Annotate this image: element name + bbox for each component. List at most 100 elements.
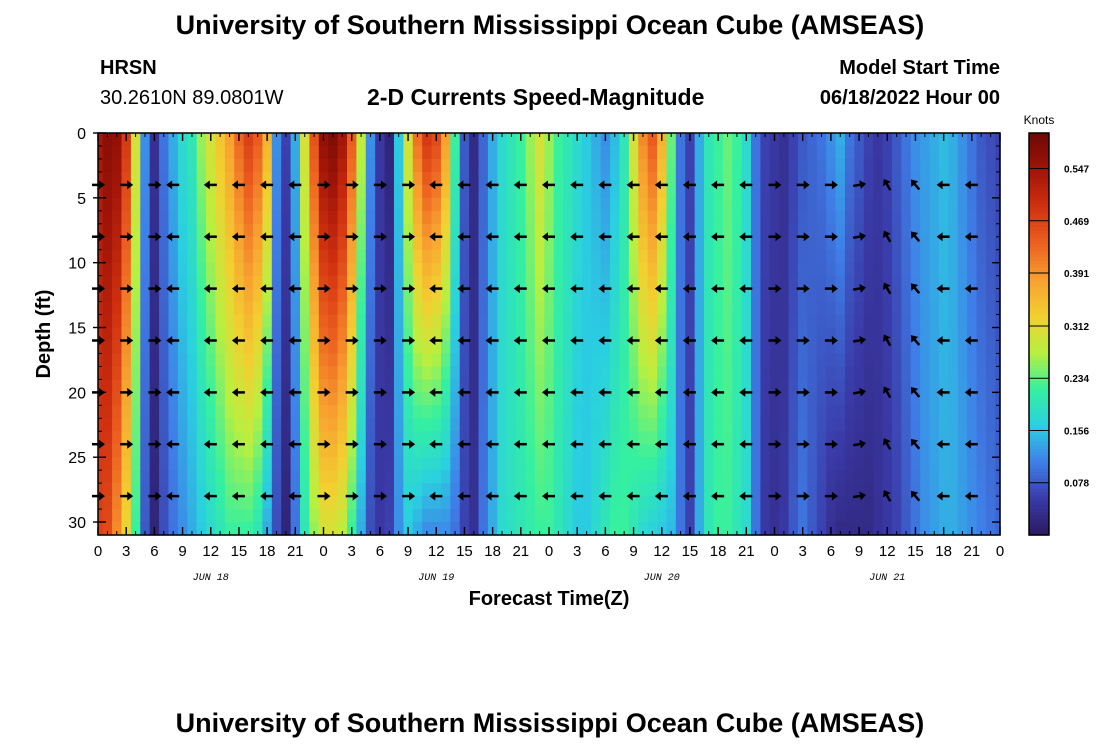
heatmap-cell [628, 249, 639, 264]
heatmap-cell [375, 236, 386, 251]
current-arrow-head [803, 387, 810, 397]
heatmap-cell [816, 496, 827, 510]
heatmap-cell [534, 145, 545, 160]
heatmap-cell [159, 236, 170, 251]
heatmap-cell [844, 184, 855, 199]
heatmap-cell [563, 366, 574, 380]
heatmap-cell [929, 197, 940, 212]
heatmap-cell [469, 483, 480, 497]
heatmap-cell [271, 184, 282, 199]
heatmap-cell [985, 210, 996, 225]
heatmap-cell [469, 509, 480, 523]
heatmap-cell [666, 483, 677, 497]
colorbar-segment [1029, 136, 1049, 141]
current-arrow [910, 283, 921, 294]
heatmap-cell [384, 366, 395, 380]
colorbar-segment [1029, 377, 1049, 382]
heatmap-cell [732, 249, 743, 264]
current-arrow [936, 336, 950, 345]
heatmap-cell [393, 223, 404, 238]
heatmap-cell [309, 405, 320, 419]
heatmap-cell [234, 327, 245, 342]
heatmap-cell [393, 379, 404, 393]
heatmap-cell [628, 210, 639, 225]
heatmap-cell [271, 379, 282, 393]
heatmap-cell [459, 314, 470, 329]
heatmap-cell [121, 236, 132, 251]
heatmap-cell [403, 470, 414, 484]
current-arrow-head [485, 180, 492, 190]
current-arrow-head [352, 387, 359, 397]
heatmap-cell [534, 353, 545, 368]
heatmap-cell [384, 171, 395, 186]
heatmap-cell [619, 483, 630, 497]
current-arrow [910, 490, 921, 502]
heatmap-cell [948, 236, 959, 251]
heatmap-cell [478, 431, 489, 445]
colorbar-segment [1029, 220, 1049, 225]
heatmap-cell [797, 288, 808, 303]
heatmap-cell [610, 353, 621, 368]
current-arrow-head [288, 232, 295, 242]
current-arrow [682, 284, 696, 294]
heatmap-cell [844, 509, 855, 523]
heatmap-cell [694, 275, 705, 290]
heatmap-cell [253, 327, 264, 342]
heatmap-cell [873, 509, 884, 523]
heatmap-cell [497, 405, 508, 419]
current-arrow-head [542, 336, 548, 345]
heatmap-cell [769, 145, 780, 160]
heatmap-cell [722, 184, 733, 199]
colorbar-segment [1029, 290, 1049, 295]
current-arrow-head [155, 439, 162, 449]
heatmap-cell [215, 249, 226, 264]
heatmap-cell [591, 418, 602, 432]
heatmap-cell [346, 288, 357, 303]
heatmap-cell [976, 405, 987, 419]
heatmap-cell [779, 496, 790, 510]
heatmap-cell [168, 236, 179, 251]
heatmap-cell [685, 496, 696, 510]
heatmap-cell [835, 444, 846, 458]
heatmap-cell [525, 223, 536, 238]
heatmap-cell [694, 184, 705, 199]
heatmap-cell [469, 223, 480, 238]
heatmap-cell [797, 249, 808, 264]
heatmap-cell [722, 262, 733, 277]
heatmap-cell [478, 236, 489, 251]
heatmap-cell [891, 509, 902, 523]
heatmap-cell [262, 431, 273, 445]
heatmap-cell [487, 483, 498, 497]
current-arrow [402, 439, 416, 449]
heatmap-cell [469, 262, 480, 277]
heatmap-cell [873, 405, 884, 419]
heatmap-cell [243, 379, 254, 393]
heatmap-cell [215, 145, 226, 160]
heatmap-cell [290, 509, 301, 523]
heatmap-cell [901, 262, 912, 277]
heatmap-cell [243, 470, 254, 484]
heatmap-cell [788, 431, 799, 445]
heatmap-cell [788, 275, 799, 290]
heatmap-cell [572, 236, 583, 251]
heatmap-cell [835, 405, 846, 419]
heatmap-cell [516, 353, 527, 368]
heatmap-cell [459, 353, 470, 368]
heatmap-cell [901, 522, 912, 536]
heatmap-cell [356, 314, 367, 329]
current-arrow-head [429, 232, 436, 242]
heatmap-cell [196, 288, 207, 303]
heatmap-cell [572, 392, 583, 406]
heatmap-cell [638, 145, 649, 160]
heatmap-cell [506, 509, 517, 523]
heatmap-cell [450, 133, 461, 147]
heatmap-cell [196, 379, 207, 393]
current-arrow-head [409, 439, 416, 449]
heatmap-cell [657, 340, 668, 355]
heatmap-cell [647, 327, 658, 342]
heatmap-cell [187, 509, 198, 523]
heatmap-cell [506, 431, 517, 445]
heatmap-cell [873, 197, 884, 212]
heatmap-cell [976, 197, 987, 212]
heatmap-cell [722, 496, 733, 510]
